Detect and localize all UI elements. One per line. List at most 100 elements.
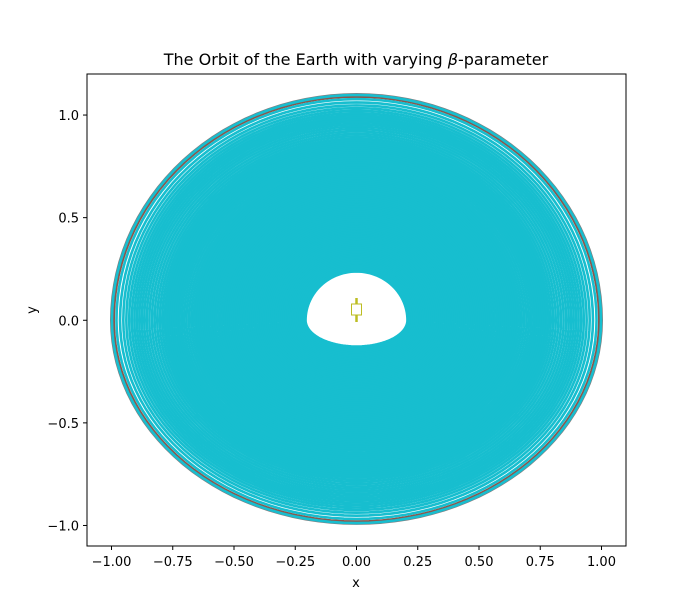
y-tick-label: 1.0 (58, 109, 79, 124)
orbit-line (289, 256, 424, 362)
orbit-line (127, 109, 586, 509)
orbit-line (242, 214, 471, 404)
orbit-line (196, 172, 517, 447)
orbit-line (204, 179, 509, 439)
orbit-line (133, 114, 580, 504)
orbit-line (287, 255, 426, 363)
orbit-line (238, 210, 475, 408)
orbit-line (257, 227, 456, 391)
orbit-line (294, 261, 419, 357)
orbit-line (296, 262, 417, 356)
orbit-line (198, 173, 515, 445)
orbit-line (262, 232, 451, 386)
orbit-line (150, 130, 563, 488)
x-tick-label: 1.00 (587, 555, 616, 570)
orbit-line (169, 147, 544, 471)
orbit-line (227, 200, 486, 418)
orbit-line (271, 240, 442, 378)
orbit-line (282, 250, 431, 368)
x-axis-ticks: −1.00 −0.75 −0.50 −0.25 0.00 0.25 0.50 0.75 1.00 (92, 546, 616, 570)
orbit-line (210, 184, 503, 434)
orbit-line (187, 163, 526, 455)
orbit-line (286, 253, 427, 365)
x-tick-label: −0.75 (153, 555, 193, 570)
orbit-line (194, 170, 519, 448)
orbit-line (145, 125, 568, 493)
orbit-line (135, 116, 578, 502)
orbit-line (178, 155, 535, 463)
orbit-line (208, 182, 505, 436)
x-tick-label: −0.50 (214, 555, 254, 570)
orbit-line (163, 141, 550, 477)
orbit-line (273, 242, 440, 376)
orbit-line (216, 190, 497, 428)
orbit-line (153, 132, 560, 486)
y-tick-label: 0.5 (58, 212, 79, 227)
orbit-line (229, 202, 484, 416)
orbit-line (200, 175, 513, 443)
orbit-line (235, 207, 478, 411)
x-axis-label: x (352, 576, 360, 591)
orbit-line (182, 159, 531, 459)
orbit-line (231, 203, 482, 415)
orbit-line (302, 268, 411, 350)
x-tick-label: 0.50 (465, 555, 494, 570)
orbit-line (304, 270, 409, 348)
chart-title: The Orbit of the Earth with varying β-pa… (163, 50, 549, 69)
orbit-line (255, 225, 458, 393)
x-tick-label: 0.25 (403, 555, 432, 570)
y-axis-ticks: −1.0 −0.5 0.0 0.5 1.0 (47, 109, 87, 534)
orbit-line (122, 104, 591, 515)
orbit-line (173, 151, 540, 467)
orbit-line (292, 259, 421, 359)
orbit-line (291, 258, 422, 360)
orbit-line (137, 118, 576, 500)
orbit-line (176, 153, 537, 465)
y-axis-label: y (25, 306, 40, 314)
orbit-line (253, 223, 460, 395)
orbit-line (219, 192, 494, 426)
y-tick-label: 0.0 (58, 314, 79, 329)
orbit-line (118, 101, 595, 518)
orbit-line (171, 149, 542, 469)
orbit-line (249, 220, 464, 398)
orbit-line (264, 233, 449, 385)
orbit-line (278, 246, 435, 372)
orbit-line (236, 208, 477, 410)
orbit-line (202, 177, 511, 441)
orbit-line (269, 238, 444, 380)
x-tick-label: 0.75 (526, 555, 555, 570)
orbit-line (130, 111, 583, 507)
orbit-line (140, 120, 573, 498)
orbit-line (298, 264, 415, 354)
orbit-line (212, 186, 501, 432)
orbit-line (268, 237, 445, 381)
orbit-line (240, 212, 473, 406)
orbit-line (206, 180, 507, 438)
orbit-line (247, 218, 466, 400)
orbit-line (225, 198, 488, 420)
orbit-line (115, 97, 598, 521)
orbit-line (155, 134, 558, 484)
orbit-line (167, 145, 546, 473)
y-tick-label: −0.5 (47, 417, 79, 432)
orbit-line (125, 106, 588, 512)
orbit-line (214, 188, 499, 430)
orbit-line (189, 165, 524, 453)
orbit-line (142, 123, 571, 495)
orbit-line (284, 251, 429, 367)
orbit-line (148, 127, 565, 491)
orbit-line (260, 230, 453, 388)
orbit-line (223, 196, 490, 422)
orbit-line (266, 235, 447, 383)
sun-marker (351, 303, 362, 316)
orbit-line (192, 168, 521, 450)
x-tick-label: 0.00 (342, 555, 371, 570)
orbit-line (158, 137, 555, 481)
orbit-line (160, 139, 553, 479)
orbit-line (276, 244, 437, 374)
orbit-line (165, 143, 548, 475)
x-tick-label: −1.00 (92, 555, 132, 570)
orbit-line (244, 216, 469, 402)
